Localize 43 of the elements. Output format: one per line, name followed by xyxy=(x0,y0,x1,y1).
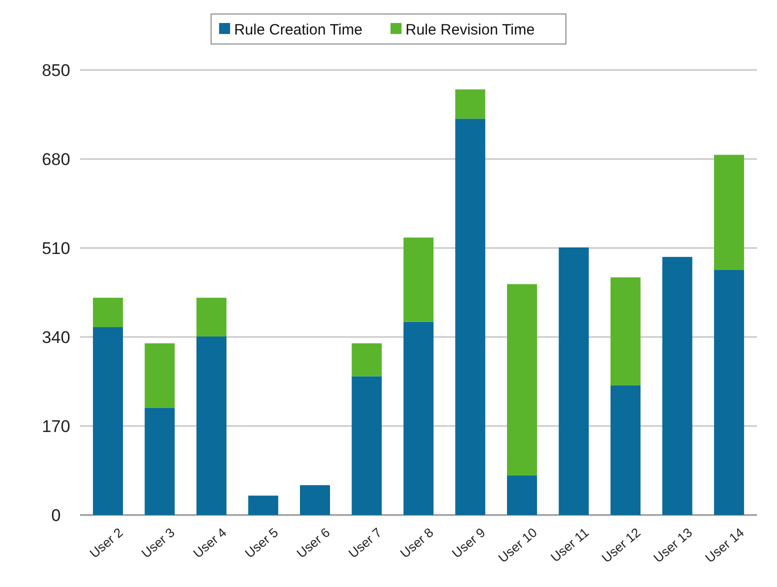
bar xyxy=(403,238,434,322)
x-tick-label: User 2 xyxy=(86,524,126,561)
bar xyxy=(714,154,744,270)
legend-label: Rule Revision Time xyxy=(406,21,535,38)
legend-label: Rule Creation Time xyxy=(234,21,362,38)
bar xyxy=(92,327,123,515)
bar xyxy=(610,385,641,515)
bar xyxy=(92,298,123,328)
bar xyxy=(558,247,589,515)
bar xyxy=(144,343,175,408)
bar xyxy=(610,277,641,386)
bar xyxy=(300,485,330,515)
x-tick-label: User 11 xyxy=(548,524,592,565)
bar xyxy=(248,496,278,515)
bar xyxy=(662,256,692,515)
x-tick-label: User 9 xyxy=(449,524,488,561)
y-tick-label: 170 xyxy=(42,416,70,436)
x-tick-label: User 12 xyxy=(598,524,644,566)
y-tick-label: 510 xyxy=(42,238,70,258)
x-tick-label: User 14 xyxy=(702,524,747,566)
bar xyxy=(144,408,175,515)
x-tick-label: User 4 xyxy=(190,524,230,561)
bar xyxy=(455,89,486,119)
bar xyxy=(352,343,382,376)
x-tick-label: User 3 xyxy=(138,524,178,561)
x-tick-label: User 8 xyxy=(397,524,436,561)
y-tick-label: 0 xyxy=(51,506,61,525)
bar xyxy=(196,298,226,336)
bar xyxy=(714,270,744,515)
y-tick-label: 680 xyxy=(42,150,70,169)
x-tick-label: User 7 xyxy=(346,524,385,561)
bar xyxy=(403,322,434,515)
bar xyxy=(352,376,382,515)
bar xyxy=(196,336,226,515)
bar xyxy=(507,475,538,515)
y-tick-label: 850 xyxy=(42,60,70,80)
x-tick-label: User 10 xyxy=(495,524,540,566)
x-tick-label: User 5 xyxy=(242,524,282,561)
x-tick-label: User 13 xyxy=(650,524,696,566)
bar xyxy=(507,284,538,476)
bar xyxy=(455,118,486,515)
x-tick-label: User 6 xyxy=(294,524,333,561)
y-tick-label: 340 xyxy=(42,328,70,347)
